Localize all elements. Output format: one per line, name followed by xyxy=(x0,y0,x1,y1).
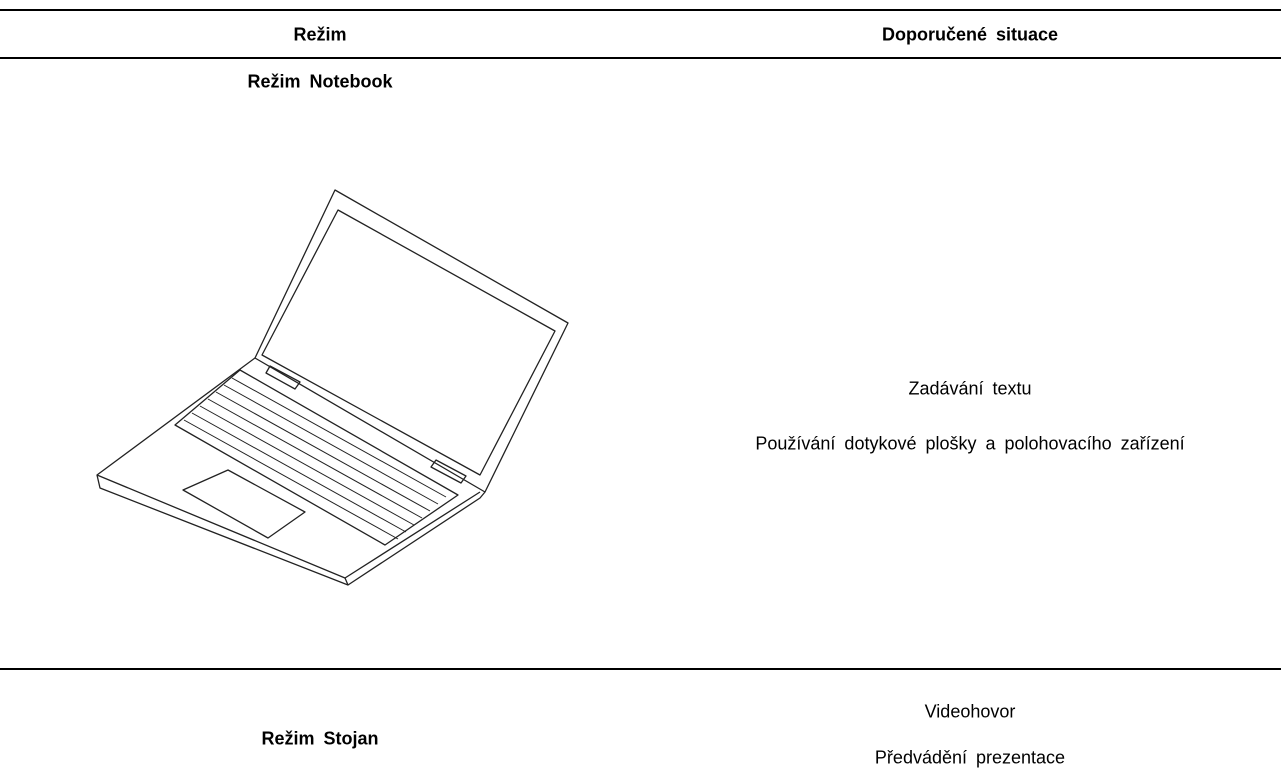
header-rule xyxy=(0,57,1281,59)
situation: Zadávání textu xyxy=(908,378,1032,399)
header-cell: Doporučené situace xyxy=(881,24,1059,45)
row-rule xyxy=(0,668,1281,670)
situation: Předvádění prezentace xyxy=(874,747,1066,768)
situation: Používání dotykové plošky a polohovacího… xyxy=(755,433,1185,454)
situation: Videohovor xyxy=(924,701,1016,722)
laptop-illustration xyxy=(96,189,569,586)
header-cell: Režim xyxy=(293,24,347,45)
mode-name: Režim Stojan xyxy=(261,728,379,749)
table-top-rule xyxy=(0,9,1281,11)
mode-name: Režim Notebook xyxy=(247,71,393,92)
